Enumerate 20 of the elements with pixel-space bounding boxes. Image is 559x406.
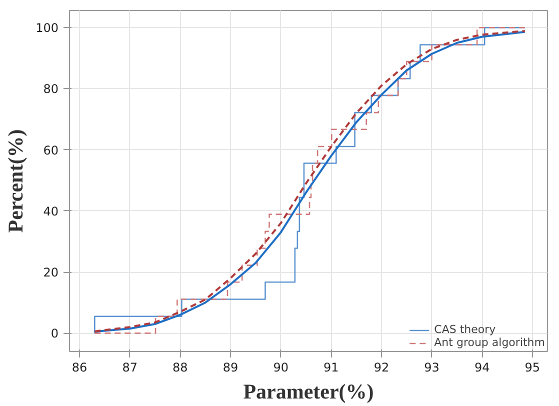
legend-label: Ant group algorithm (434, 336, 545, 349)
y-axis-title: Percent(%) (4, 129, 28, 233)
x-tick-label: 90 (273, 360, 288, 374)
x-tick-label: 91 (324, 360, 339, 374)
y-tick-label: 20 (43, 266, 59, 280)
y-tick-label: 0 (50, 326, 59, 341)
x-axis-title: Parameter(%) (243, 380, 374, 404)
x-tick-label: 94 (474, 360, 490, 374)
x-tick-label: 87 (122, 360, 138, 374)
legend-label: CAS theory (434, 323, 496, 336)
y-tick-label: 60 (43, 143, 59, 158)
y-tick-label: 100 (36, 21, 58, 36)
x-tick-label: 95 (524, 360, 540, 374)
x-tick-label: 86 (72, 360, 88, 374)
x-tick-label: 89 (222, 360, 238, 374)
x-tick-label: 93 (424, 360, 440, 374)
y-tick-label: 40 (43, 204, 59, 218)
x-tick-label: 88 (172, 360, 188, 374)
y-tick-label: 80 (43, 82, 59, 96)
x-tick-label: 92 (374, 360, 390, 374)
